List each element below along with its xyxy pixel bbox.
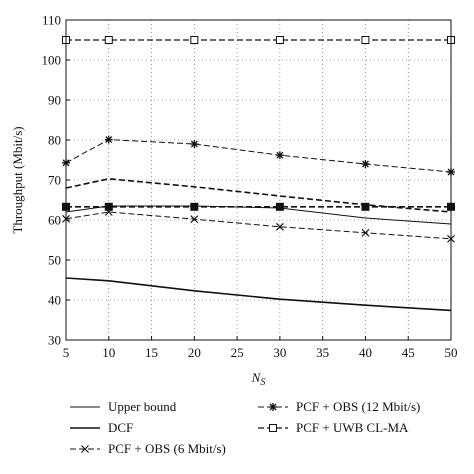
y-axis-label: Throughput (Mbit/s) [10,126,25,233]
data-point-x-marker [81,445,89,453]
series-2 [62,208,455,243]
legend-label: PCF + OBS (12 Mbit/s) [296,399,420,414]
x-tick-label: 45 [402,345,415,360]
legend-item: PCF + UWB CL-MA [258,420,409,435]
series-5 [65,177,452,213]
x-tick-label: 5 [63,345,70,360]
data-point-filled-square-marker [361,202,370,211]
x-tick-label: 50 [445,345,458,360]
x-tick-label: 20 [188,345,201,360]
data-point-x-marker [275,222,284,231]
y-tick-label: 40 [48,293,61,308]
x-tick-label: 15 [145,345,158,360]
x-tick-label: 10 [102,345,115,360]
data-point-star-marker [190,140,199,148]
legend: Upper bound DCF PCF + OBS (6 Mbit/s) PCF + … [70,399,420,456]
x-tick-label: 35 [316,345,329,360]
data-point-star-marker [361,160,370,168]
data-point-x-marker [361,228,370,237]
x-tick-label: 25 [231,345,244,360]
legend-item: PCF + OBS (12 Mbit/s) [258,399,420,414]
y-tick-label: 30 [48,333,61,348]
x-axis-label-subscript: S [260,377,265,388]
y-tick-label: 70 [48,173,61,188]
data-point-filled-square-marker [104,202,113,211]
series-layer [62,36,455,312]
series-0 [65,205,452,225]
data-point-square-marker [269,424,277,432]
data-point-filled-square-marker [190,202,199,211]
legend-label: DCF [108,420,133,435]
data-point-square-marker [361,36,370,44]
y-tick-label: 110 [42,13,61,28]
legend-item: Upper bound [70,399,177,414]
legend-label: PCF + OBS (6 Mbit/s) [108,441,226,456]
legend-item: PCF + OBS (6 Mbit/s) [70,441,226,456]
data-point-square-marker [104,36,113,44]
y-tick-label: 90 [48,93,61,108]
y-tick-label: 50 [48,253,61,268]
series-3 [62,135,455,176]
data-point-star-marker [269,403,277,411]
series-4 [62,36,455,44]
axis-ticks: 5 10 15 20 25 30 35 40 45 50 30 40 50 60 70 80 90 100 110 [42,13,458,361]
data-point-star-marker [104,135,113,144]
legend-label: PCF + UWB CL-MA [296,420,409,435]
series-1 [65,277,452,312]
series-line [65,211,452,240]
data-point-filled-square-marker [275,202,284,211]
data-point-star-marker [275,151,284,160]
y-tick-label: 80 [48,133,61,148]
legend-item: DCF [70,420,133,435]
y-tick-label: 100 [42,53,62,68]
series-line [65,177,452,213]
x-axis-label-main: N [251,370,262,385]
x-tick-label: 40 [359,345,372,360]
x-tick-label: 30 [273,345,286,360]
series-line [65,139,452,173]
x-axis-label: NS [251,370,266,388]
data-point-x-marker [190,215,199,224]
y-tick-label: 60 [48,213,61,228]
legend-label: Upper bound [108,399,177,414]
series-6 [62,202,455,211]
data-point-square-marker [275,36,284,44]
data-point-square-marker [190,36,199,44]
series-line [65,277,452,312]
series-line [65,205,452,225]
